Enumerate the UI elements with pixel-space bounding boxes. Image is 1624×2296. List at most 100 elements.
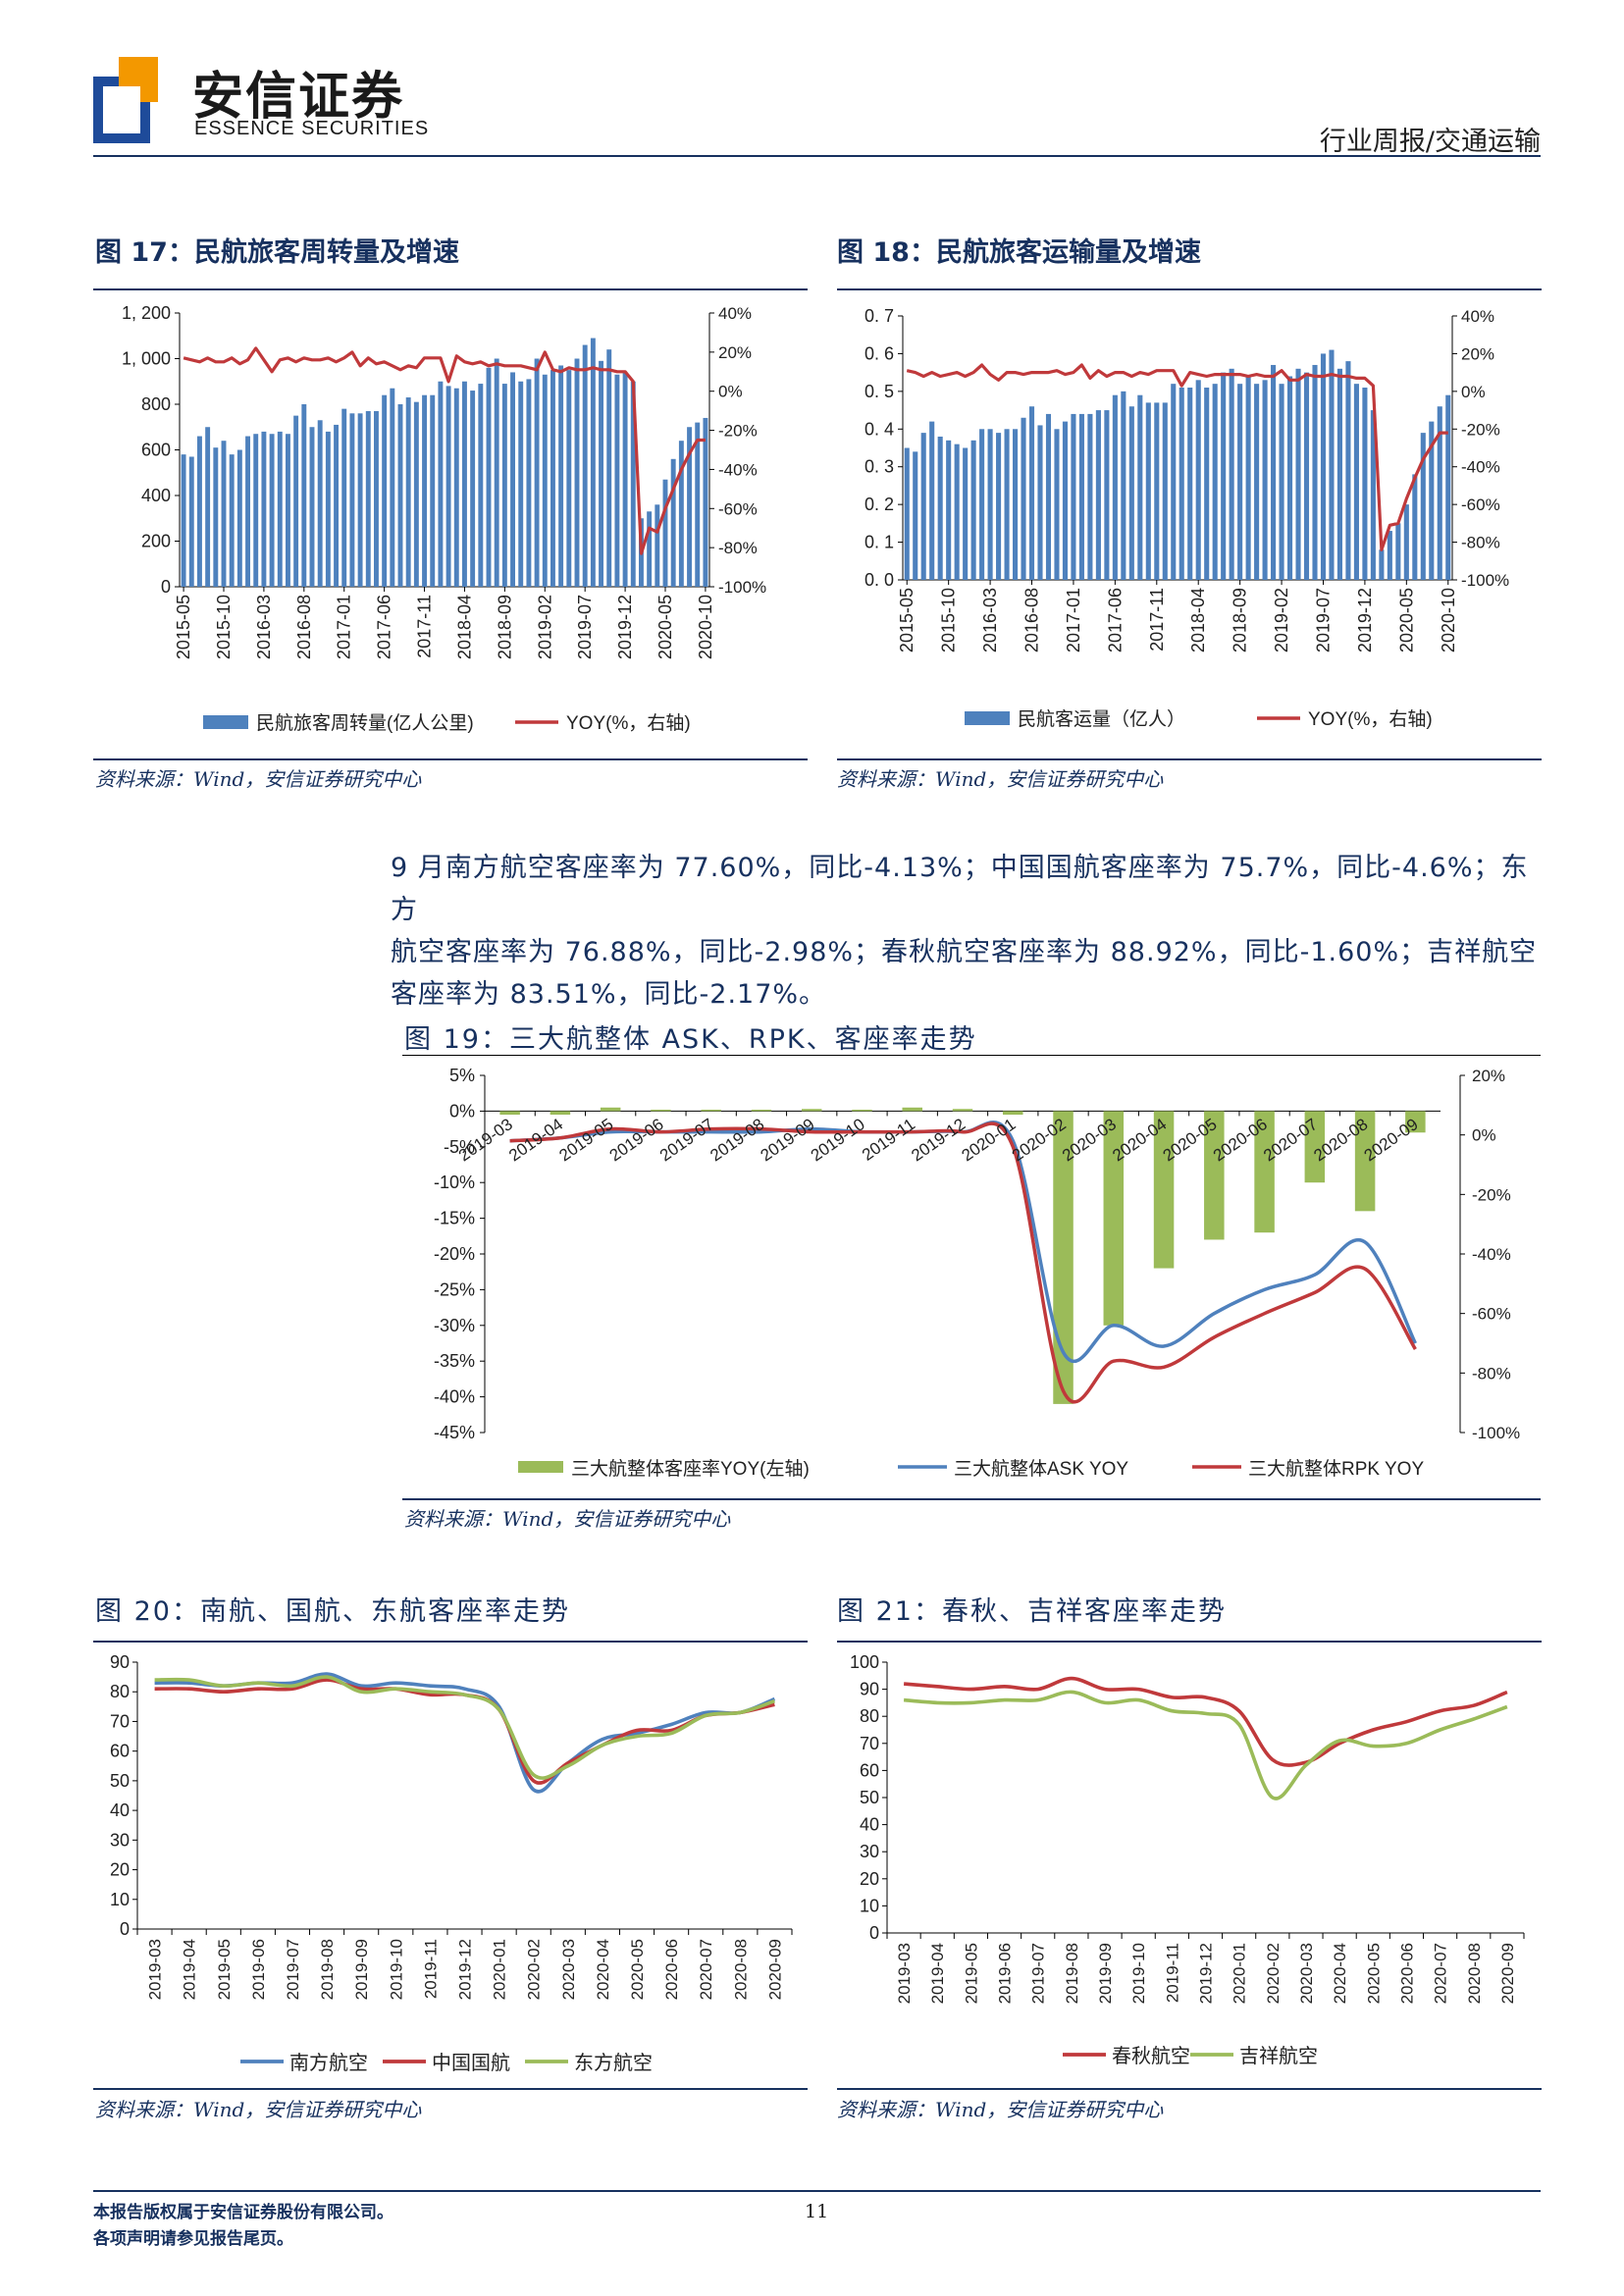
left-tick-label: 0. 6 [864,343,894,363]
bar [1062,421,1068,580]
x-tick-label: 2019-04 [181,1939,199,2000]
y-tick-label: 20 [860,1869,879,1889]
legend-line-label: YOY(%，右轴) [566,712,691,734]
fig18-source: 资料来源：Wind，安信证券研究中心 [837,767,1164,791]
bar [1037,425,1043,580]
legend-rpk-label: 三大航整体RPK YOY [1248,1458,1424,1480]
bar [365,410,371,587]
bar [1212,384,1218,580]
bar [606,349,612,587]
bar [987,429,993,580]
bar [478,384,484,587]
left-tick-label: -25% [434,1279,475,1299]
bar [1387,531,1392,580]
bar [937,436,943,580]
bar [501,384,507,587]
x-tick-label: 2017-01 [335,595,354,659]
x-tick-label: 2019-08 [707,1115,767,1165]
x-tick-label: 2019-05 [555,1115,616,1165]
load-factor-bar [952,1109,973,1112]
bar [1420,433,1426,580]
x-tick-label: 2018-04 [454,595,474,659]
x-tick-label: 2015-05 [897,588,917,652]
x-tick-label: 2019-08 [318,1939,337,2000]
x-tick-label: 2019-04 [928,1943,947,2004]
y-tick-label: 20 [110,1860,130,1880]
bar [582,344,588,587]
y-tick-label: 70 [110,1711,130,1731]
load-factor-bar [1354,1111,1376,1212]
load-factor-bar [902,1107,922,1112]
legend-label-1: 春秋航空 [1112,2045,1190,2067]
bar [920,433,926,580]
right-tick-label: 20% [1472,1067,1505,1085]
x-tick-label: 2019-09 [757,1115,817,1165]
fig18-bottom-rule [837,758,1542,760]
left-tick-label: 400 [141,486,171,505]
bar [558,365,564,587]
legend-label-3: 东方航空 [574,2052,653,2074]
bar [382,394,388,587]
bar [599,360,603,587]
bar [1071,413,1076,580]
left-tick-label: -45% [434,1423,475,1442]
fig20-top-rule [93,1641,808,1643]
left-tick-label: 1, 200 [122,303,171,323]
x-tick-label: 2020-06 [1397,1943,1416,2004]
y-tick-label: 50 [110,1771,130,1791]
bar [188,456,194,587]
legend-bar-swatch [965,711,1010,725]
bar [1021,417,1026,580]
bar [422,394,427,587]
x-tick-label: 2020-10 [1439,588,1458,652]
bar [1320,353,1327,580]
bar [1303,372,1310,580]
bar [1254,384,1260,580]
bar [430,394,436,587]
x-tick-label: 2019-07 [656,1115,717,1165]
paragraph-line-2: 航空客座率为 76.88%，同比-2.98%；春秋航空客座率为 88.92%，同… [391,937,1538,967]
bar [236,449,242,587]
x-tick-label: 2020-09 [1498,1943,1517,2004]
x-tick-label: 2020-02 [525,1939,544,2000]
legend-label-1: 南方航空 [289,2052,368,2074]
paragraph-line-3: 客座率为 83.51%，同比-2.17%。 [391,979,827,1010]
x-tick-label: 2016-08 [294,595,314,659]
right-tick-label: -20% [1461,420,1500,439]
fig17-chart: 0 200 400 600 800 1, 000 1, 200 -100% -80% -60% -4… [122,303,766,734]
bar [1245,376,1251,580]
x-tick-label: 2019-12 [456,1939,475,2000]
bar [453,388,459,587]
x-tick-label: 2019-07 [1029,1943,1048,2004]
y-tick-label: 10 [110,1890,130,1909]
bar [309,427,315,587]
right-tick-label: -60% [1461,496,1500,514]
bar [229,454,235,587]
y-tick-label: 30 [860,1842,879,1861]
bar [1287,376,1293,580]
bar [301,404,307,587]
bar [510,372,515,587]
yoy-line [183,346,706,555]
x-tick-label: 2017-01 [1064,588,1083,652]
legend-bar-label: 三大航整体客座率YOY(左轴) [571,1458,810,1480]
x-tick-label: 2020-03 [1297,1943,1316,2004]
load-factor-bar [1304,1111,1326,1183]
bar [1095,410,1101,580]
bar [197,436,202,587]
y-tick-label: 30 [110,1830,130,1850]
y-tick-label: 0 [120,1919,130,1939]
bar [946,440,952,580]
bar [703,417,708,587]
right-tick-label: -40% [1472,1245,1511,1264]
bar [963,447,969,580]
bar [954,444,960,580]
bar [1137,394,1143,580]
bar [413,401,419,587]
right-tick-label: 20% [718,343,752,362]
bar [590,338,596,587]
company-logo [93,57,158,145]
yoy-line [906,363,1448,551]
left-tick-label: -20% [434,1244,475,1264]
bar [334,424,339,587]
